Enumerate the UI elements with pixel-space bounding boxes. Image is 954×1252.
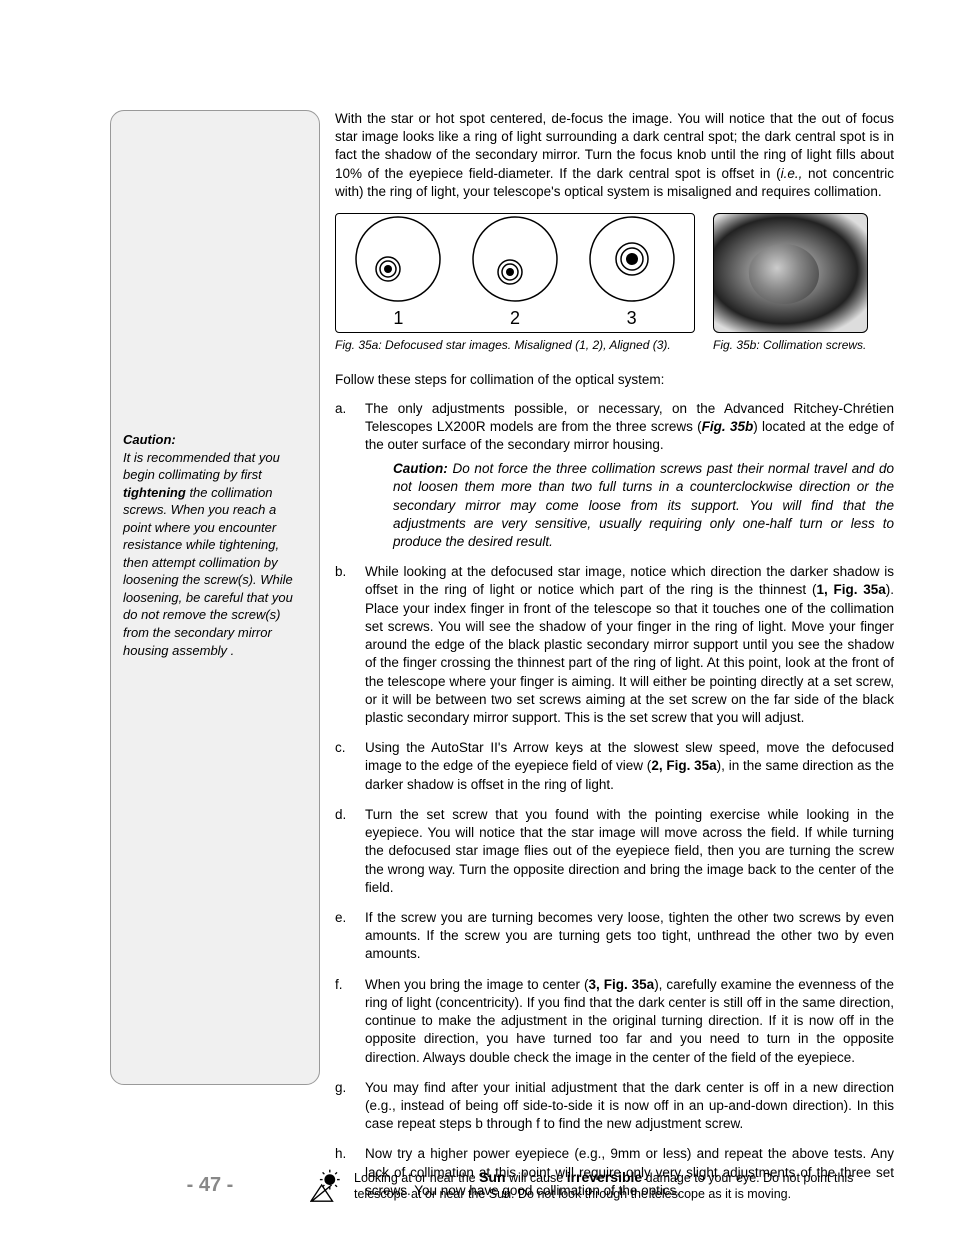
step-f: f. When you bring the image to center (3… [335,976,894,1067]
step-d: d. Turn the set screw that you found wit… [335,806,894,897]
step-e-letter: e. [335,909,365,964]
circle-num-3: 3 [627,306,637,330]
circle-2: 2 [470,214,560,330]
step-c-body: Using the AutoStar II's Arrow keys at th… [365,739,894,794]
step-f-pre: When you bring the image to center ( [365,977,589,992]
step-c: c. Using the AutoStar II's Arrow keys at… [335,739,894,794]
step-a-caution-text: Do not force the three collimation screw… [393,461,894,549]
circle-num-2: 2 [510,306,520,330]
tightening-word: tightening [123,485,186,500]
step-a: a. The only adjustments possible, or nec… [335,400,894,552]
sun-warning-text: Looking at or near the Sun will cause ir… [354,1168,894,1203]
step-e-body: If the screw you are turning becomes ver… [365,909,894,964]
caution-text-pre: It is recommended that you begin collima… [123,450,280,483]
step-d-body: Turn the set screw that you found with t… [365,806,894,897]
figure-35b: Fig. 35b: Collimation screws. [713,213,868,353]
sidebar-caution-note: Caution: It is recommended that you begi… [123,431,307,659]
step-b-body: While looking at the defocused star imag… [365,563,894,727]
step-a-caution: Caution: Do not force the three collimat… [393,460,894,551]
step-a-caution-label: Caution: [393,461,448,476]
intro-ie: i.e., [781,166,803,181]
step-b-post: ). Place your index finger in front of t… [365,582,894,725]
step-a-figref: Fig. 35b [702,419,754,434]
no-sun-warning-icon [310,1167,346,1203]
warn-irrev: irreversible [567,1169,643,1185]
misaligned-circle-2-icon [470,214,560,304]
step-b: b. While looking at the defocused star i… [335,563,894,727]
defocus-circles: 1 2 [335,213,695,333]
sidebar: Caution: It is recommended that you begi… [110,110,320,1212]
figure-35a: 1 2 [335,213,695,353]
page-number: - 47 - [110,1172,310,1199]
step-f-figref: 3, Fig. 35a [589,977,655,992]
intro-paragraph: With the star or hot spot centered, de-f… [335,110,894,201]
warn-sun: Sun [479,1169,505,1185]
step-d-letter: d. [335,806,365,897]
fig35a-caption: Fig. 35a: Defocused star images. Misalig… [335,337,695,353]
step-f-letter: f. [335,976,365,1067]
circle-num-1: 1 [393,306,403,330]
caution-text-post: the collimation screws. When you reach a… [123,485,293,658]
step-g: g. You may find after your initial adjus… [335,1079,894,1134]
circle-1: 1 [353,214,443,330]
step-e: e. If the screw you are turning becomes … [335,909,894,964]
step-a-letter: a. [335,400,365,552]
figures-row: 1 2 [335,213,894,353]
step-b-figref: 1, Fig. 35a [816,582,885,597]
step-list: a. The only adjustments possible, or nec… [335,400,894,1201]
step-f-body: When you bring the image to center (3, F… [365,976,894,1067]
step-g-body: You may find after your initial adjustme… [365,1079,894,1134]
warn-pre: Looking at or near the [354,1171,479,1185]
fig35b-caption: Fig. 35b: Collimation screws. [713,337,868,353]
caution-label: Caution: [123,432,176,447]
step-a-body: The only adjustments possible, or necess… [365,400,894,552]
step-b-letter: b. [335,563,365,727]
step-c-letter: c. [335,739,365,794]
step-c-figref: 2, Fig. 35a [651,758,716,773]
warn-mid: will cause [506,1171,567,1185]
step-g-letter: g. [335,1079,365,1134]
sidebar-box: Caution: It is recommended that you begi… [110,110,320,1085]
misaligned-circle-1-icon [353,214,443,304]
collimation-screws-photo [713,213,868,333]
step-b-pre: While looking at the defocused star imag… [365,564,894,597]
main-content: With the star or hot spot centered, de-f… [335,110,894,1212]
circle-3: 3 [587,214,677,330]
footer: - 47 - Looking at or near the Sun will c… [110,1167,894,1203]
follow-steps-intro: Follow these steps for collimation of th… [335,371,894,389]
aligned-circle-3-icon [587,214,677,304]
